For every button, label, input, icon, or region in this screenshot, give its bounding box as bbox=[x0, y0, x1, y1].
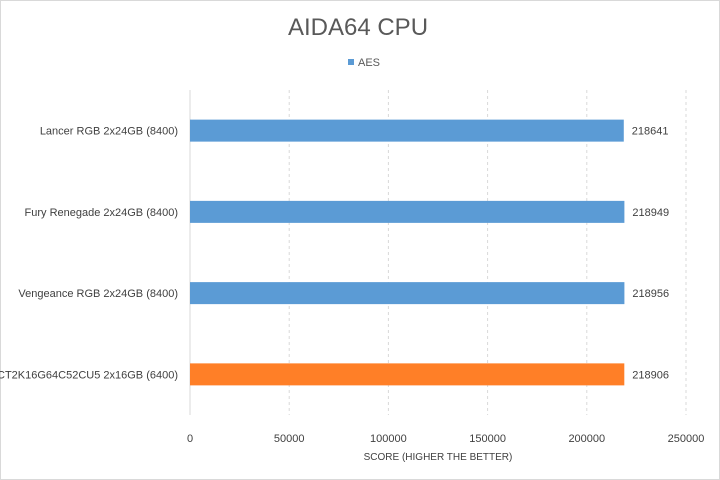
data-label: 218956 bbox=[632, 288, 669, 300]
bar bbox=[190, 282, 625, 305]
category-labels: Lancer RGB 2x24GB (8400) Fury Renegade 2x… bbox=[0, 126, 178, 382]
chart-title: AIDA64 CPU bbox=[288, 14, 428, 41]
x-tick-labels: 0 50000 100000 150000 200000 250000 bbox=[187, 433, 704, 445]
category-label: Vengeance RGB 2x24GB (8400) bbox=[18, 288, 178, 300]
bars bbox=[190, 119, 625, 386]
legend: AES bbox=[348, 57, 380, 69]
category-label: Lancer RGB 2x24GB (8400) bbox=[40, 126, 178, 138]
bar bbox=[190, 200, 625, 223]
legend-label-aes: AES bbox=[358, 57, 380, 69]
bar bbox=[190, 119, 624, 142]
data-labels: 218641 218949 218956 218906 bbox=[632, 126, 669, 382]
bar bbox=[190, 363, 625, 386]
category-label: Fury Renegade 2x24GB (8400) bbox=[25, 207, 178, 219]
x-tick-label: 250000 bbox=[668, 433, 705, 445]
data-label: 218641 bbox=[632, 126, 669, 138]
x-tick-label: 0 bbox=[187, 433, 193, 445]
legend-swatch-aes bbox=[348, 59, 354, 65]
category-label: CT2K16G64C52CU5 2x16GB (6400) bbox=[0, 369, 178, 381]
x-axis-title: SCORE (HIGHER THE BETTER) bbox=[364, 452, 513, 463]
data-label: 218949 bbox=[632, 207, 669, 219]
gridlines bbox=[189, 90, 687, 415]
x-tick-label: 200000 bbox=[568, 433, 605, 445]
x-tick-label: 50000 bbox=[274, 433, 305, 445]
data-label: 218906 bbox=[632, 369, 669, 381]
x-tick-label: 100000 bbox=[370, 433, 407, 445]
x-tick-label: 150000 bbox=[469, 433, 506, 445]
